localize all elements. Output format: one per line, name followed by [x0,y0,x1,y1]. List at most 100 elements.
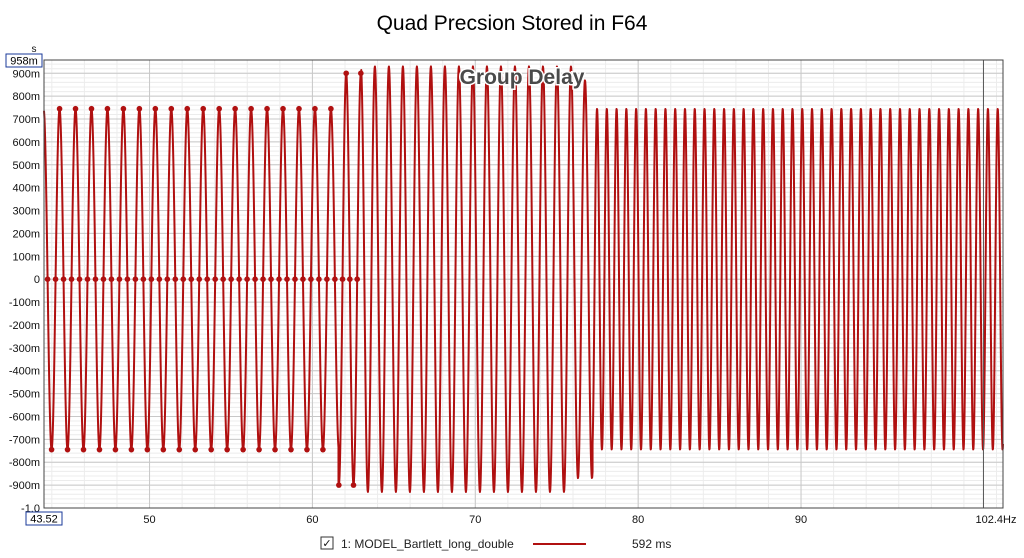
series-point [104,105,111,112]
plot-border [43,59,1004,509]
y-top-value: 958m [10,56,38,68]
series-point [148,276,155,282]
series-point [280,105,286,112]
x-tick-label: 80 [632,514,644,526]
series-point [184,105,191,112]
y-tick-label: 100m [12,251,40,263]
series-point [212,276,218,282]
series-point [256,446,262,453]
y-tick-label: -700m [9,434,40,446]
series-point [136,105,143,112]
series-point [354,276,360,282]
series-point [48,446,55,453]
series-point [156,276,163,282]
series-point [284,276,290,282]
y-tick-labels: -1.0-900m-800m-700m-600m-500m-400m-300m-… [9,68,40,515]
series-point [240,446,246,453]
series-point [72,105,79,112]
series-point [120,105,127,112]
series-point [252,276,258,282]
series-point [208,446,214,453]
series-point [84,276,91,282]
series-point [188,276,195,282]
y-tick-label: -900m [9,480,40,492]
series-point [164,276,171,282]
series-point [192,446,199,453]
series-point [343,70,349,77]
series-point [132,276,139,282]
series-point [92,276,99,282]
series-point [316,276,322,282]
series-point [116,276,123,282]
x-tick-label: 70 [469,514,481,526]
series-point [108,276,115,282]
series-point [168,105,175,112]
y-tick-label: 700m [12,114,40,126]
series-point [44,276,51,282]
series-point [64,446,71,453]
y-tick-label: -100m [9,297,40,309]
series-point [216,105,222,112]
series-point [172,276,179,282]
x-tick-labels: 50 60 70 80 90 [143,514,807,526]
series-point [52,276,59,282]
legend-series-name: 1: MODEL_Bartlett_long_double [341,537,514,551]
series-line [43,65,1004,493]
legend-checkbox[interactable]: ✓ [320,536,334,550]
series-point [96,446,103,453]
series-point [339,276,346,282]
series-point [152,105,159,112]
y-axis-unit: s [32,44,37,55]
legend: ✓ 1: MODEL_Bartlett_long_double 592 ms [320,536,671,551]
y-tick-label: -500m [9,389,40,401]
series-point [347,276,353,282]
y-tick-label: 600m [12,137,40,149]
series-point [196,276,203,282]
series-point [100,276,107,282]
series-point [296,105,302,112]
series-point [236,276,242,282]
marker-layer [44,70,364,488]
checkmark-icon: ✓ [322,537,331,550]
y-top-label-box[interactable]: 958m [5,53,43,68]
series-point [124,276,131,282]
group-delay-overlay-label: Group Delay [460,66,585,89]
series-point [276,276,282,282]
series-point [244,276,250,282]
series-point [272,446,278,453]
series-point [128,446,135,453]
y-tick-label: -800m [9,457,40,469]
y-tick-label: 500m [12,160,40,172]
series-point [76,276,83,282]
x-tick-label: 90 [795,514,807,526]
legend-series-value: 592 ms [632,537,671,551]
plot-area [43,59,1004,509]
y-tick-label: 400m [12,183,40,195]
y-tick-label: -300m [9,343,40,355]
series-point [80,446,87,453]
x-left-value: 43.52 [30,514,58,526]
series-point [328,105,334,112]
chart-title: Quad Precsion Stored in F64 [377,12,648,35]
series-point [224,446,230,453]
x-left-label-box[interactable]: 43.52 [25,511,63,526]
series-point [220,276,226,282]
series-point [320,446,326,453]
series-point [204,276,211,282]
series-point [200,105,207,112]
y-tick-label: 800m [12,91,40,103]
x-right-value: 102.4Hz [976,514,1017,526]
series-point [160,446,167,453]
series-point [288,446,294,453]
y-tick-label: -600m [9,411,40,423]
series-point [336,482,342,488]
series-point [56,105,63,112]
series-point [88,105,95,112]
y-tick-label: 200m [12,228,40,240]
series-point [68,276,75,282]
x-tick-label: 50 [143,514,155,526]
y-tick-label: 300m [12,206,40,218]
series-point [292,276,298,282]
series-point [308,276,314,282]
series-point [248,105,254,112]
